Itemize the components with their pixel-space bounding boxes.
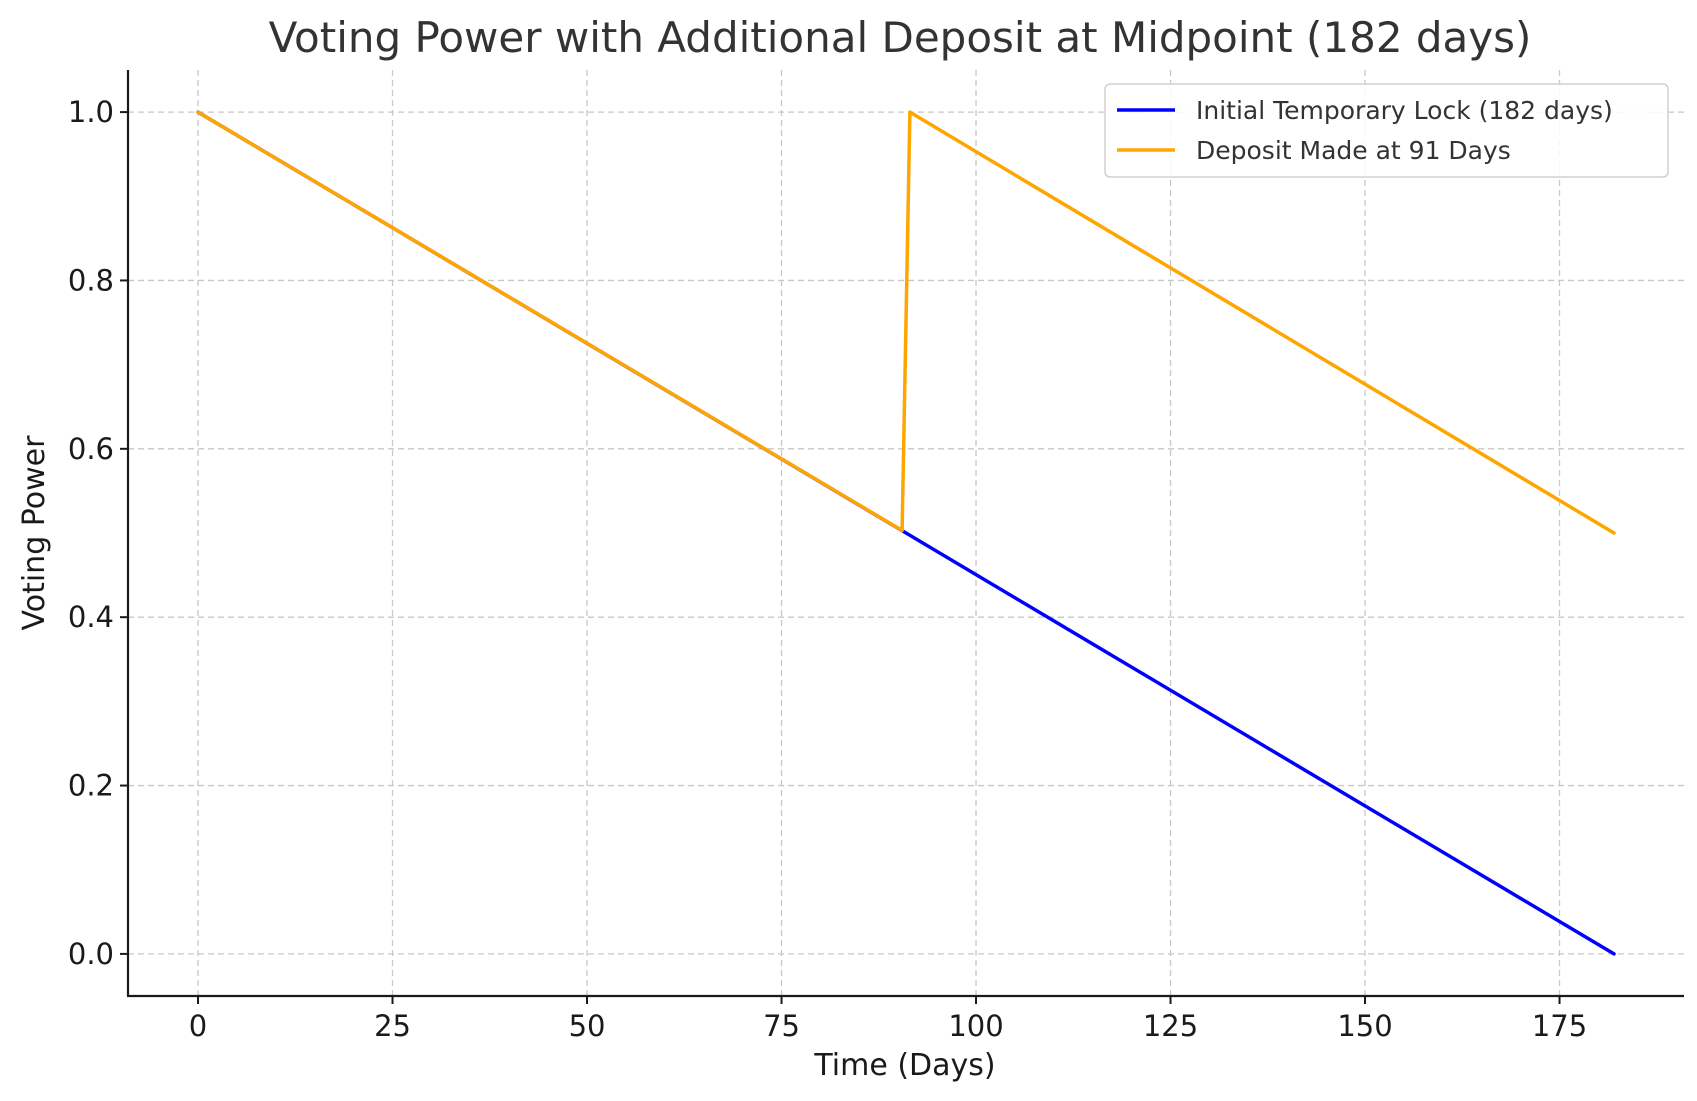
y-tick-label: 1.0 — [68, 95, 114, 129]
x-tick-label: 50 — [569, 1009, 606, 1043]
series-line-2 — [196, 110, 1616, 535]
x-tick-label: 75 — [763, 1009, 800, 1043]
y-axis-label: Voting Power — [17, 435, 52, 631]
axes-spines — [126, 70, 1684, 998]
y-tick-label: 0.6 — [68, 432, 114, 466]
legend-label-2: Deposit Made at 91 Days — [1196, 136, 1511, 165]
x-tick-label: 25 — [374, 1009, 411, 1043]
y-tick-label: 0.2 — [68, 769, 114, 803]
x-axis-label: Time (Days) — [813, 1048, 995, 1083]
x-axis-ticks: 0 25 50 75 100 125 150 175 — [189, 996, 1587, 1043]
x-tick-label: 0 — [189, 1009, 207, 1043]
y-tick-label: 0.0 — [68, 937, 114, 971]
grid-lines — [128, 70, 1684, 996]
y-tick-label: 0.8 — [68, 263, 114, 297]
y-tick-label: 0.4 — [68, 600, 114, 634]
series-lines — [196, 110, 1616, 956]
x-tick-label: 125 — [1143, 1009, 1198, 1043]
legend-box — [1104, 83, 1669, 178]
chart-legend: Initial Temporary Lock (182 days) Deposit… — [1104, 83, 1669, 178]
chart-title: Voting Power with Additional Deposit at … — [269, 13, 1532, 62]
x-tick-label: 150 — [1337, 1009, 1392, 1043]
x-tick-label: 175 — [1532, 1009, 1587, 1043]
x-tick-label: 100 — [948, 1009, 1003, 1043]
legend-label-1: Initial Temporary Lock (182 days) — [1196, 96, 1613, 125]
y-axis-ticks: 0.0 0.2 0.4 0.6 0.8 1.0 — [68, 95, 128, 971]
